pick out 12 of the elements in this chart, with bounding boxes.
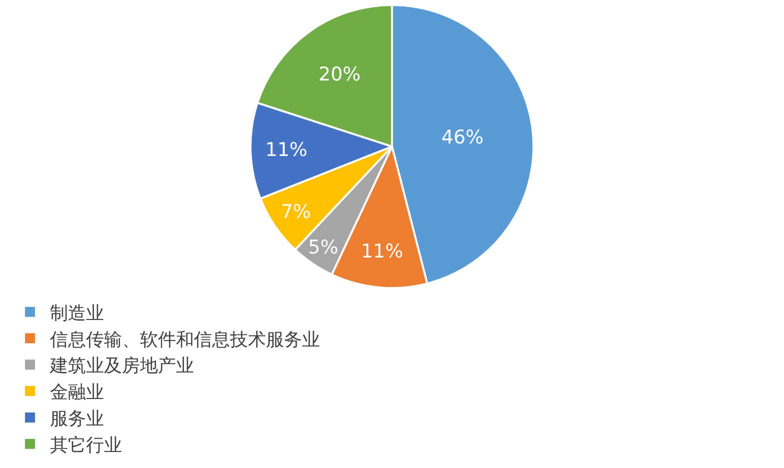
- data-label: 5%: [308, 236, 338, 259]
- data-label: 11%: [265, 138, 308, 161]
- data-label: 20%: [318, 63, 361, 86]
- legend-label: 信息传输、软件和信息技术服务业: [50, 329, 320, 350]
- data-label: 46%: [441, 126, 484, 149]
- legend-label: 服务业: [50, 408, 104, 430]
- data-label: 11%: [360, 240, 404, 263]
- data-label: 7%: [280, 200, 312, 223]
- legend-label: 建筑业及房地产业: [49, 356, 194, 377]
- legend-label: 金融业: [50, 382, 104, 404]
- legend-label: 其它行业: [50, 434, 122, 456]
- legend-label: 制造业: [50, 302, 104, 324]
